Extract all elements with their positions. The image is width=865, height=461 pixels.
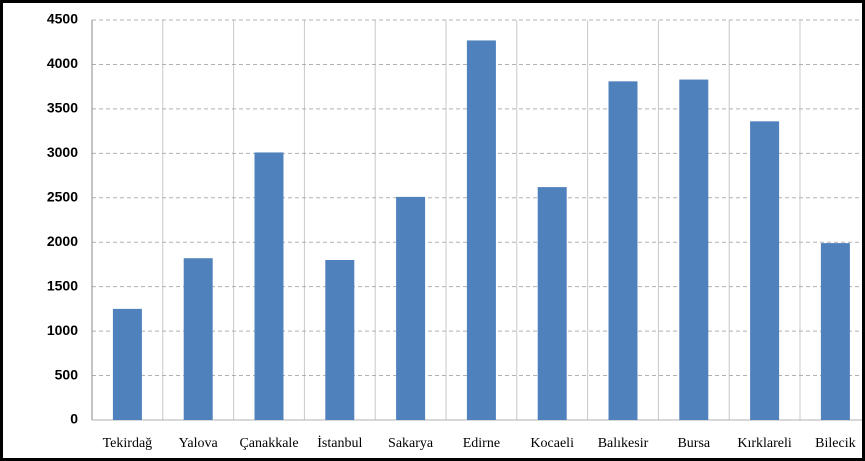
x-tick-label: Çanakkale: [239, 436, 298, 451]
bar: [325, 260, 355, 420]
y-tick-label: 2500: [47, 188, 78, 204]
bar: [820, 243, 850, 420]
bar: [466, 40, 496, 420]
y-tick-label: 2000: [47, 233, 78, 249]
x-tick-label: Bursa: [677, 436, 710, 451]
x-tick-label: Bilecik: [815, 436, 855, 451]
x-tick-label: Edirne: [463, 436, 500, 451]
y-tick-label: 1500: [47, 277, 78, 293]
x-tick-label: Balıkesir: [598, 436, 649, 451]
y-tick-label: 4500: [47, 11, 78, 27]
y-tick-label: 500: [55, 366, 79, 382]
y-tick-label: 1000: [47, 322, 78, 338]
x-tick-label: Kırklareli: [737, 436, 792, 451]
y-tick-label: 0: [70, 411, 78, 427]
bar: [183, 258, 213, 420]
bar: [537, 187, 567, 420]
bar: [112, 308, 142, 420]
x-tick-label: Sakarya: [388, 436, 434, 451]
bar: [679, 79, 709, 421]
y-tick-label: 3000: [47, 144, 78, 160]
x-tick-label: Tekirdağ: [103, 436, 153, 451]
bar: [608, 81, 638, 420]
x-tick-label: Yalova: [179, 436, 219, 451]
bar: [750, 121, 780, 420]
bar: [396, 196, 426, 420]
bar: [254, 152, 284, 420]
y-tick-label: 3500: [47, 100, 78, 116]
x-tick-label: Kocaeli: [530, 436, 574, 451]
x-tick-label: İstanbul: [317, 435, 362, 451]
y-tick-label: 4000: [47, 55, 78, 71]
